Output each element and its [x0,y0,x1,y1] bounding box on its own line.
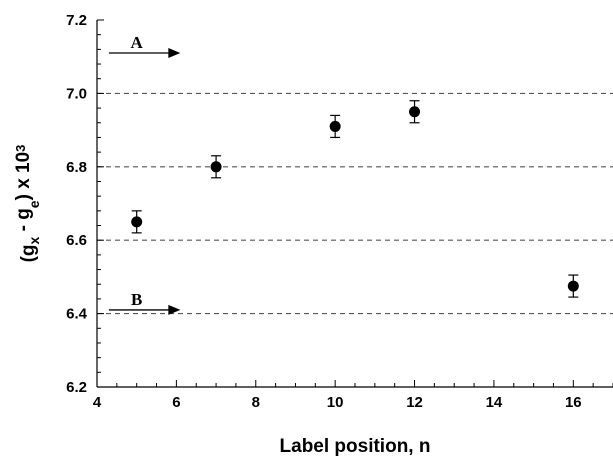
x-tick-label: 14 [486,394,503,411]
arrow-A-head [168,48,181,59]
y-tick-label: 6.2 [66,379,87,396]
tick-labels: 6.2 6.4 6.6 6.8 7.0 7.2 4 6 8 10 12 14 16 [66,12,582,411]
x-tick-label: 6 [172,394,180,411]
y-axis-title-part: e [26,200,42,208]
annotations: AB [108,33,181,315]
data-point [567,280,579,292]
y-tick-label: 7.2 [66,12,87,29]
x-tick-label: 8 [252,394,260,411]
data-point [329,120,341,132]
y-axis-title-part: x [26,236,42,244]
y-tick-label: 6.8 [66,159,87,176]
x-tick-label: 16 [565,394,582,411]
annotation-B: B [131,290,142,309]
x-tick-label: 12 [406,394,423,411]
y-tick-label: 6.4 [66,306,88,323]
y-axis-title-part: - g [13,208,34,237]
y-axis-title-part: (g [18,244,39,262]
x-axis-title: Label position, n [280,436,431,457]
data-points [131,100,579,298]
arrow-B-head [168,304,181,315]
y-axis-title: (gx - ge) x 103 [13,145,42,263]
axis-ticks [96,19,613,388]
x-tick-label: 10 [327,394,344,411]
gridlines [97,92,613,315]
y-axis-title-part: ) x 10 [13,152,34,201]
data-point [409,106,421,118]
annotation-A: A [130,33,143,52]
data-point [210,161,222,173]
y-tick-label: 7.0 [66,85,87,102]
x-tick-label: 4 [93,394,102,411]
y-axis-title-part: 3 [13,145,28,152]
data-point [131,216,143,228]
y-tick-label: 6.6 [66,232,87,249]
